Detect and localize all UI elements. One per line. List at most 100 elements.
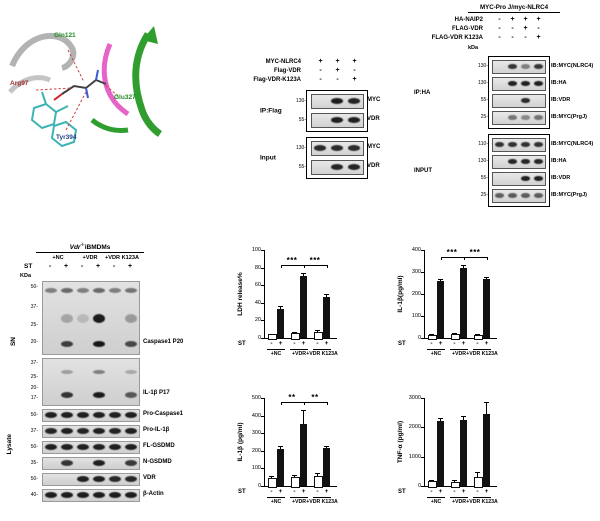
error-bar-cap (301, 410, 306, 412)
group-label: +VDR K123A (306, 351, 338, 357)
condition-value: - (537, 25, 540, 32)
st-value: + (63, 263, 69, 271)
condition-value: + (352, 58, 357, 65)
protein-band (61, 392, 73, 399)
st-value: + (438, 488, 443, 495)
chart-plot-area (424, 398, 497, 487)
wb-strip-row: 55IB:VDR (481, 94, 570, 108)
kda-marker: 20 (16, 385, 38, 391)
sig-bracket-tick (303, 402, 305, 406)
sig-label: *** (469, 248, 481, 258)
chart-plot-area (264, 398, 337, 487)
y-tick-label: 100 (251, 247, 261, 253)
protein-band (520, 80, 531, 86)
protein-band (60, 427, 74, 434)
error-bar (326, 294, 327, 297)
protein-band (76, 427, 90, 434)
protein-band (507, 158, 518, 164)
wb-section-label: IP:HA (414, 89, 431, 96)
y-tick-label: 400 (251, 412, 261, 419)
chart-bar (428, 334, 437, 340)
chart-bar (300, 276, 307, 338)
protein-band (494, 141, 505, 147)
y-tick-mark (421, 316, 424, 317)
protein-band (533, 80, 544, 86)
group-divider-line (290, 349, 308, 350)
kda-unit-label: KDa (20, 273, 32, 280)
st-row: ST - + - + - + (4, 263, 228, 272)
error-bar-cap (438, 417, 443, 419)
chart-tnfa: TNF-α (pg/ml) 0 1000 2000 3000 ST - + - + - + +NC +VD… (390, 388, 540, 521)
sig-label: *** (446, 248, 458, 258)
aromatic-ring (50, 120, 78, 148)
kda-marker: 130 (284, 98, 306, 104)
chart-bar (460, 420, 467, 486)
condition-value: + (523, 16, 528, 23)
wb-strip-row: 130IB:HA (478, 77, 567, 91)
st-axis-label: ST (238, 341, 246, 347)
st-value: + (301, 340, 306, 347)
wb-strip (42, 409, 140, 423)
protein-band (347, 163, 361, 170)
condition-value: + (536, 16, 541, 23)
wb-strip (42, 441, 140, 455)
error-bar-cap (292, 331, 297, 333)
y-tick-label: 100 (251, 465, 261, 472)
error-bar (271, 475, 272, 479)
st-value: + (127, 263, 133, 271)
cell-line-title: Vdr-/-iBMDMs (42, 242, 138, 251)
error-bar-cap (315, 330, 320, 332)
protein-band (92, 411, 106, 418)
group-divider-line (450, 497, 468, 498)
sig-bracket-tick (326, 402, 328, 406)
protein-band (533, 158, 544, 164)
wb-strip (492, 155, 546, 169)
wb-strip (492, 77, 546, 91)
protein-band (61, 313, 73, 323)
group-row: +NC +VDR +VDR K123A (4, 255, 228, 263)
protein-band (92, 459, 106, 466)
protein-band (494, 192, 505, 198)
protein-band (77, 313, 89, 323)
error-bar-cap (324, 294, 329, 295)
protein-band (77, 288, 89, 294)
panel-coip-flag: MYC-NLRC4 + + + Flag-VDR - + - Flag-VDR-K123A - - +… (222, 58, 400, 179)
kda-marker: 55 (284, 117, 306, 123)
protein-band (533, 141, 544, 147)
protein-band (125, 370, 137, 375)
condition-value: - (498, 25, 501, 32)
blot-label: Caspase1 P20 (143, 339, 184, 346)
condition-value: - (511, 34, 514, 41)
sig-bracket-tick (440, 257, 442, 261)
y-tick-mark (421, 294, 424, 295)
kda-marker: 37 (16, 428, 38, 434)
y-tick-mark (261, 267, 264, 269)
st-value: + (484, 340, 489, 347)
knockout-sup: -/- (80, 242, 85, 247)
kda-marker: 110 (466, 141, 488, 147)
chart-bar (483, 279, 490, 338)
condition-label: FLAG-VDR K123A (431, 35, 483, 41)
kda-marker: 55 (466, 175, 488, 181)
lysate-strip-row: 37 Pro-IL-1β (4, 425, 228, 439)
y-tick-mark (261, 468, 264, 470)
group-divider-line (290, 497, 308, 498)
kda-unit-label: kDa (468, 45, 479, 51)
wb-strip-row: 130MYC (296, 94, 380, 109)
kda-marker: 35 (16, 460, 38, 466)
protein-band (76, 475, 90, 482)
wb-strip (492, 172, 546, 186)
sig-bracket (463, 257, 487, 259)
panel-coip-ha: MYC-Pro J/myc-NLRC4 HA-NAIP2- + + + FLAG-VDR… (412, 4, 598, 207)
lysate-strip-row: 40 β-Actin (4, 489, 228, 503)
chart-bar (483, 414, 490, 486)
y-tick-label: 0 (417, 335, 421, 341)
protein-band (61, 288, 73, 294)
sig-bracket-tick (280, 264, 282, 268)
y-tick-label: 1000 (408, 453, 421, 460)
group-divider-line (427, 349, 445, 350)
protein-band (330, 163, 344, 170)
group-label: +VDR K123A (306, 499, 338, 505)
wb-strip (42, 425, 140, 439)
y-axis-label: TNF-α (pg/ml) (397, 420, 404, 464)
